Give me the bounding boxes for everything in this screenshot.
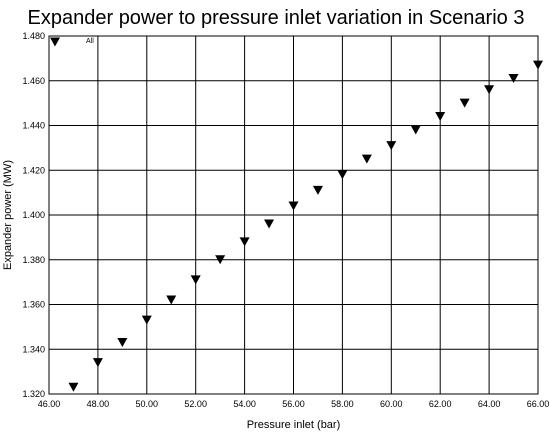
data-point bbox=[288, 201, 299, 211]
plot-frame bbox=[48, 35, 539, 395]
x-tick-label: 64.00 bbox=[478, 399, 501, 409]
data-point bbox=[215, 255, 226, 265]
y-tick-label: 1.360 bbox=[22, 300, 45, 310]
data-point bbox=[68, 382, 79, 392]
y-tick-label: 1.380 bbox=[22, 255, 45, 265]
data-point bbox=[533, 60, 543, 70]
x-tick-label: 56.00 bbox=[282, 399, 305, 409]
data-point bbox=[386, 141, 397, 151]
y-tick-label: 1.460 bbox=[22, 76, 45, 86]
data-point bbox=[508, 74, 519, 84]
y-tick-label: 1.420 bbox=[22, 165, 45, 175]
x-tick-label: 62.00 bbox=[429, 399, 452, 409]
data-point bbox=[92, 358, 103, 368]
y-tick-label: 1.440 bbox=[22, 121, 45, 131]
tick-labels: 46.00 48.00 50.00 52.00 54.00 56.00 58.00 60.00… bbox=[22, 31, 549, 409]
y-tick-label: 1.480 bbox=[22, 31, 45, 41]
legend: All bbox=[50, 37, 94, 47]
data-point bbox=[361, 154, 372, 164]
data-points bbox=[68, 60, 543, 392]
data-point bbox=[410, 125, 421, 135]
data-point bbox=[239, 237, 250, 247]
data-point bbox=[264, 219, 275, 229]
data-point bbox=[141, 315, 152, 325]
legend-marker-triangle-down bbox=[50, 37, 60, 47]
x-tick-label: 52.00 bbox=[184, 399, 207, 409]
x-tick-label: 48.00 bbox=[87, 399, 110, 409]
y-tick-label: 1.340 bbox=[22, 344, 45, 354]
legend-label: All bbox=[86, 38, 94, 45]
x-tick-label: 46.00 bbox=[38, 399, 61, 409]
x-axis-label: Pressure inlet (bar) bbox=[247, 419, 341, 431]
y-axis-label: Expander power (MW) bbox=[2, 160, 14, 270]
data-point bbox=[435, 112, 446, 122]
y-tick-label: 1.400 bbox=[22, 210, 45, 220]
x-tick-label: 58.00 bbox=[331, 399, 354, 409]
y-tick-label: 1.320 bbox=[22, 389, 45, 399]
data-point bbox=[117, 338, 128, 348]
chart-title: Expander power to pressure inlet variati… bbox=[28, 7, 525, 29]
x-tick-label: 50.00 bbox=[136, 399, 159, 409]
x-tick-label: 54.00 bbox=[233, 399, 256, 409]
x-tick-label: 66.00 bbox=[527, 399, 550, 409]
data-point bbox=[337, 170, 348, 180]
data-point bbox=[459, 98, 470, 108]
data-point bbox=[190, 275, 201, 285]
data-point bbox=[166, 295, 177, 305]
data-point bbox=[312, 185, 323, 195]
data-point bbox=[484, 85, 495, 95]
x-tick-label: 60.00 bbox=[380, 399, 403, 409]
